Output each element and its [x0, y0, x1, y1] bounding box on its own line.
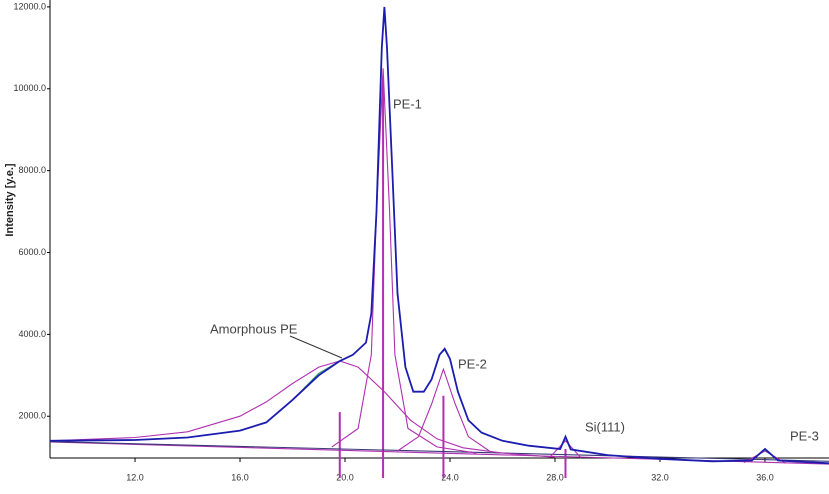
annotation: PE-3: [790, 428, 819, 443]
x-tick-label: 16.0: [231, 472, 249, 482]
series-line: [49, 10, 829, 464]
y-tick-label: 4000.0: [18, 329, 46, 339]
x-tick-label: 28.0: [546, 472, 564, 482]
y-tick-label: 10000.0: [13, 83, 46, 93]
annotation: PE-2: [458, 356, 487, 371]
x-tick-label: 32.0: [651, 472, 669, 482]
series-line: [49, 6, 829, 465]
y-tick-label: 12000.0: [13, 1, 46, 11]
x-tick-label: 36.0: [756, 472, 774, 482]
series-line: [397, 367, 490, 452]
series-line: [743, 450, 787, 464]
y-tick-label: 8000.0: [18, 165, 46, 175]
x-tick-label: 20.0: [336, 472, 354, 482]
annotation: Si(111): [585, 419, 625, 434]
y-tick-label: 6000.0: [18, 247, 46, 257]
series-line: [549, 439, 582, 459]
y-axis-label: Intensity [y.e.]: [4, 163, 16, 236]
x-tick-label: 12.0: [126, 472, 144, 482]
annotation: Amorphous PE: [210, 321, 298, 336]
series-line: [331, 68, 477, 454]
x-tick-label: 24.0: [441, 472, 459, 482]
annotation: PE-1: [393, 96, 422, 111]
y-tick-label: 2000.0: [18, 411, 46, 421]
series-line: [49, 360, 556, 458]
series-line: [49, 441, 829, 462]
annotation-leader: [289, 335, 343, 359]
